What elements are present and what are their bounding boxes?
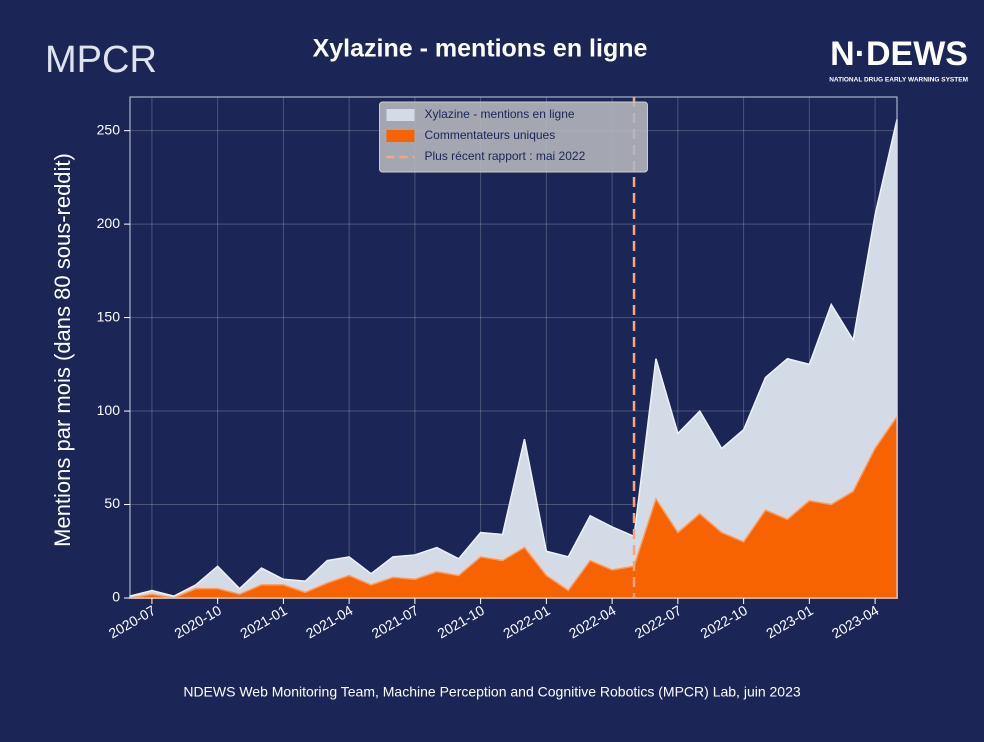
y-tick-label: 0	[112, 589, 120, 605]
y-tick-label: 50	[104, 495, 120, 511]
legend: Xylazine - mentions en ligne Commentateur…	[379, 101, 648, 173]
logo-left: MPCR	[45, 39, 157, 81]
y-tick-label: 200	[97, 215, 121, 231]
y-axis-label: Mentions par mois (dans 80 sous-reddit)	[50, 153, 75, 547]
legend-label: Plus récent rapport : mai 2022	[425, 149, 586, 163]
y-tick-label: 100	[97, 402, 121, 418]
y-tick-label: 150	[97, 308, 121, 324]
footer: NDEWS Web Monitoring Team, Machine Perce…	[183, 684, 801, 700]
plot-frame	[129, 96, 898, 599]
legend-swatch	[386, 109, 415, 121]
legend-label: Xylazine - mentions en ligne	[425, 107, 575, 121]
legend-box	[379, 101, 648, 173]
chart-title: Xylazine - mentions en ligne	[313, 35, 648, 63]
y-tick-label: 250	[97, 121, 121, 137]
area	[129, 414, 898, 599]
legend-swatch	[386, 130, 415, 142]
logo-right-subtitle: NATIONAL DRUG EARLY WARNING SYSTEM	[829, 77, 968, 84]
logo-right: N·DEWS	[830, 35, 968, 73]
area	[129, 119, 898, 599]
legend-label: Commentateurs uniques	[425, 128, 556, 142]
